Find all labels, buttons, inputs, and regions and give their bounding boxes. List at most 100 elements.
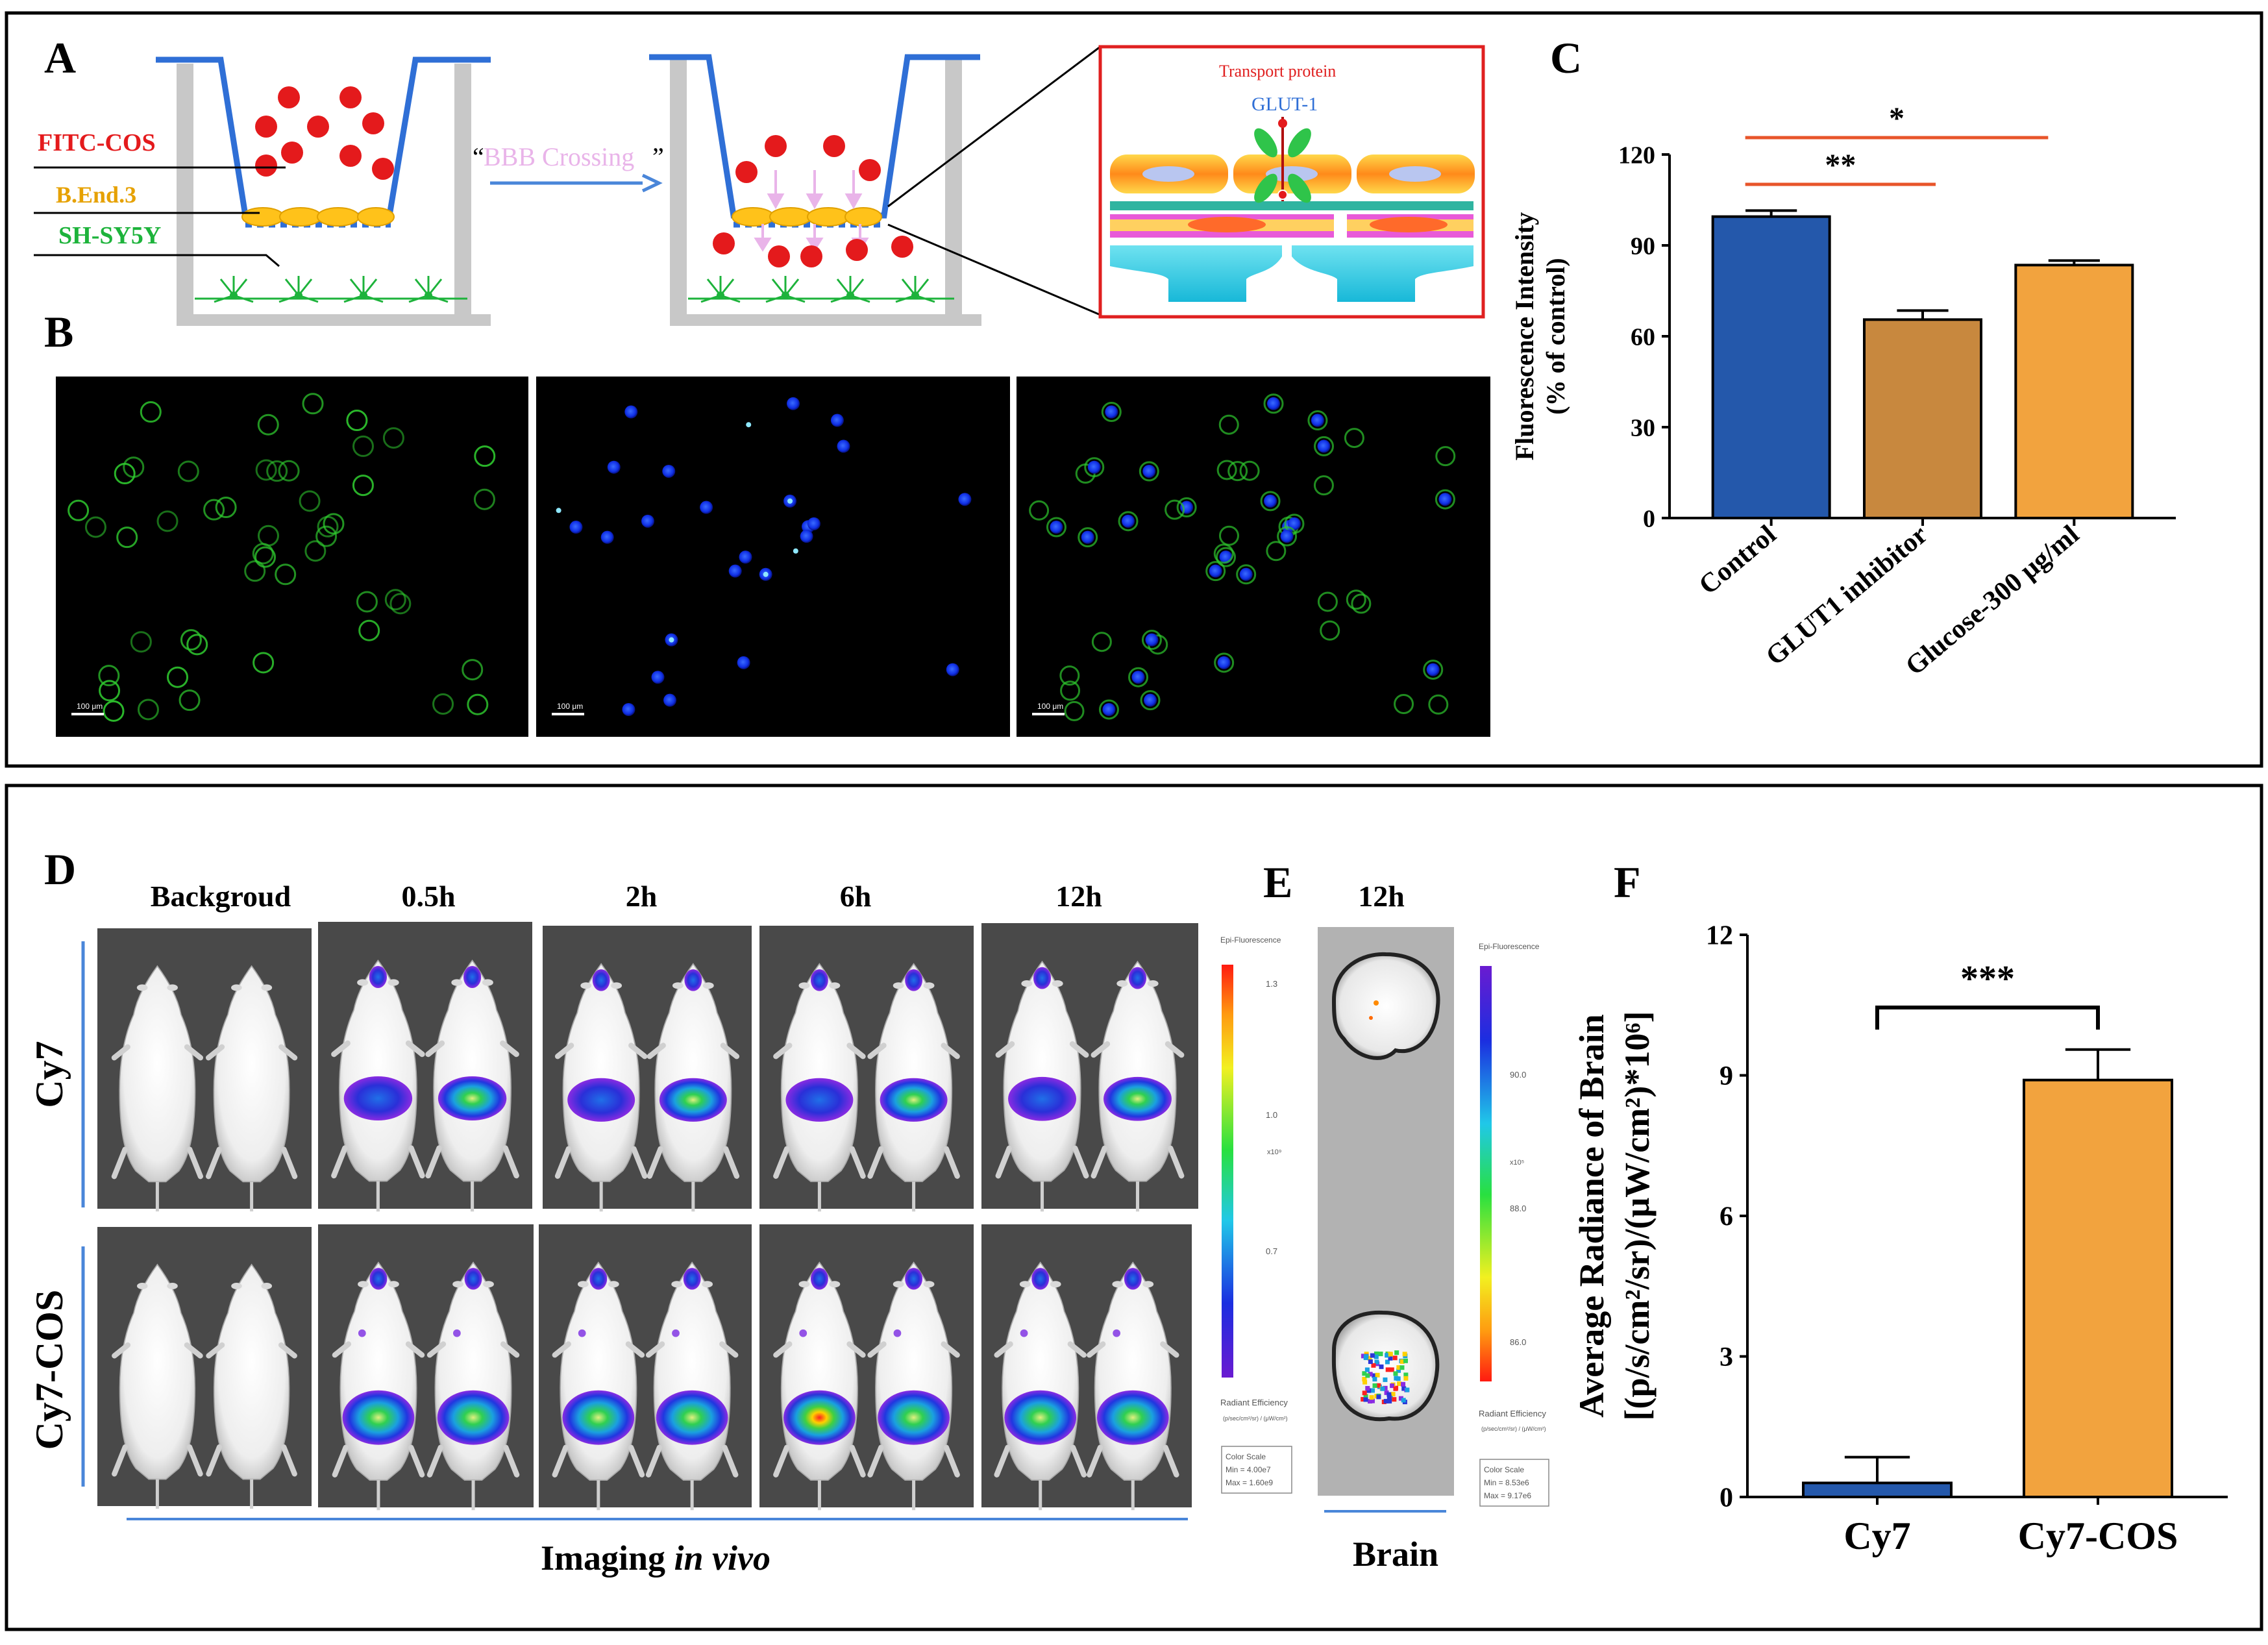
brain-signal-pixel <box>1383 1385 1388 1391</box>
merge-green-ring <box>1060 680 1081 701</box>
merge-nucleus <box>1280 530 1294 543</box>
merge-green-ring <box>1435 446 1456 467</box>
blue-nucleus <box>607 460 621 474</box>
green-cell <box>177 460 199 482</box>
green-cell <box>304 540 327 562</box>
merge-green-ring <box>1313 436 1334 456</box>
bbb-crossing-arrow: “ BBB Crossing ” <box>473 142 664 193</box>
green-cell <box>123 456 145 478</box>
brain-signal-pixel <box>1403 1376 1409 1381</box>
bright-nucleus <box>746 422 752 428</box>
brain-signal-pixel <box>1384 1390 1389 1395</box>
mouse-image-panel <box>318 922 532 1211</box>
significance-label: * <box>1889 101 1904 136</box>
scale-bar-2: 100 μm <box>552 702 584 715</box>
brain-signal-pixel <box>1392 1355 1398 1361</box>
merge-green-ring <box>1214 652 1235 673</box>
colorbar-e: Epi-Fluorescence 90.0 x10⁵ 88.0 86.0 Rad… <box>1479 942 1549 1507</box>
brain-signal-pixel <box>1393 1386 1398 1391</box>
brain-signal-pixel <box>1394 1350 1399 1355</box>
brain-signal-pixel <box>1374 1359 1379 1365</box>
panel-label-d: D <box>44 845 76 894</box>
green-cell <box>140 401 162 423</box>
blue-nucleus <box>837 439 850 453</box>
brain-signal-pixel <box>1364 1354 1369 1359</box>
svg-text:1.0: 1.0 <box>1266 1110 1277 1120</box>
blue-nucleus <box>622 702 635 716</box>
merge-green-ring <box>1344 428 1364 449</box>
brain-signal-pixel <box>1393 1371 1398 1376</box>
brain-signal-pixel <box>1396 1376 1401 1381</box>
brain-cy7 <box>1331 952 1440 1060</box>
mouse <box>334 961 422 1212</box>
brain-signal-pixel <box>1390 1392 1396 1397</box>
svg-text:Min = 4.00e7: Min = 4.00e7 <box>1226 1465 1271 1474</box>
panel-f: F 0 3 6 9 12 Cy7 Cy7-COS Average Radiance of Br… <box>1572 858 2228 1557</box>
brain-signal-pixel <box>1385 1367 1390 1372</box>
svg-text:88.0: 88.0 <box>1510 1204 1526 1213</box>
y-tick-label: 0 <box>1719 1483 1733 1513</box>
merge-green-ring <box>1227 461 1248 482</box>
blue-nucleus <box>786 397 800 410</box>
brain-signal-pixel <box>1376 1394 1381 1400</box>
brain-signal-pixel <box>1389 1367 1394 1372</box>
inset-title: Transport protein <box>1219 62 1336 80</box>
bar-0 <box>1802 1481 1953 1499</box>
svg-text:Max = 1.60e9: Max = 1.60e9 <box>1226 1478 1273 1487</box>
y-axis-label-2: [(p/s/cm²/sr)/(μW/cm²)*10⁶] <box>1618 1011 1657 1420</box>
merge-green-ring <box>1101 402 1122 423</box>
brain-signal-pixel <box>1396 1368 1401 1373</box>
merge-green-ring <box>1435 489 1455 510</box>
svg-text:x10⁹: x10⁹ <box>1267 1148 1281 1156</box>
brain-cy7-cos <box>1331 1310 1440 1422</box>
svg-text:Max = 9.17e6: Max = 9.17e6 <box>1484 1491 1531 1500</box>
blue-nucleus <box>739 550 752 564</box>
merge-nucleus <box>1264 494 1277 508</box>
y-axis-label-1: Fluorescence Intensity <box>1510 212 1539 461</box>
merge-green-ring <box>1140 690 1161 711</box>
svg-text:(p/sec/cm²/sr) / (μW/cm²): (p/sec/cm²/sr) / (μW/cm²) <box>1223 1415 1288 1422</box>
svg-text:Radiant Efficiency: Radiant Efficiency <box>1479 1409 1546 1418</box>
brain-signal-pixel <box>1374 1351 1379 1356</box>
merge-green-ring <box>1084 457 1105 478</box>
merge-green-ring <box>1216 547 1237 567</box>
blue-nucleus <box>624 405 638 419</box>
brain-signal-pixel <box>1368 1359 1373 1365</box>
brain-signal-pixel <box>1401 1386 1407 1391</box>
brain-signal-pixel <box>1387 1394 1392 1400</box>
svg-text:(p/sec/cm²/sr) / (μW/cm²): (p/sec/cm²/sr) / (μW/cm²) <box>1481 1426 1546 1432</box>
brain-signal-pixel <box>1396 1365 1401 1370</box>
green-cell <box>467 693 489 715</box>
green-cell <box>257 525 279 547</box>
blue-nucleus <box>700 501 713 514</box>
col-header-12h: 12h <box>1055 880 1102 913</box>
colorbar-d: Epi-Fluorescence 1.3 1.0 x10⁹ 0.7 Radian… <box>1220 935 1292 1494</box>
mouse-image-panel <box>539 1224 752 1510</box>
brain-signal-pixel <box>1379 1364 1384 1369</box>
brain-signal-pixel <box>1375 1372 1380 1378</box>
green-cell <box>358 619 380 641</box>
blue-nuclei <box>556 397 972 716</box>
brain-signal-pixel <box>1370 1398 1375 1404</box>
merge-green-ring <box>1078 527 1098 548</box>
row-label-cy7: Cy7 <box>28 1041 71 1107</box>
bright-nucleus <box>787 498 793 504</box>
brain-signal-pixel <box>1365 1373 1370 1378</box>
brain-signal-pixel <box>1385 1353 1390 1358</box>
green-cell <box>257 414 279 436</box>
blue-nucleus <box>662 464 676 478</box>
y-tick-label: 0 <box>1643 505 1655 532</box>
green-cell <box>352 435 374 457</box>
brain-signal-pixel <box>1403 1358 1408 1363</box>
panel-label-b: B <box>44 307 73 356</box>
svg-text:Color Scale: Color Scale <box>1226 1452 1266 1461</box>
merge-green-ring <box>1091 632 1112 652</box>
brain-signal-pixel <box>1376 1383 1381 1388</box>
merge-nucleus <box>1105 405 1118 419</box>
merge-nucleus <box>1142 464 1156 478</box>
brain-signal-pixel <box>1369 1395 1374 1400</box>
brain-signal-pixel <box>1361 1354 1366 1359</box>
mouse <box>648 1263 735 1511</box>
merge-green-ring <box>1313 475 1334 496</box>
